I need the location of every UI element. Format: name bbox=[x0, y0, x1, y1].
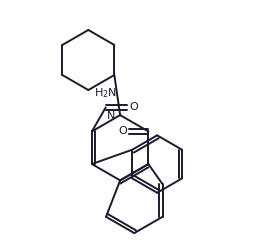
Text: O: O bbox=[129, 102, 138, 113]
Text: N: N bbox=[107, 111, 115, 121]
Text: H$_2$N: H$_2$N bbox=[94, 87, 117, 101]
Text: O: O bbox=[118, 126, 127, 136]
